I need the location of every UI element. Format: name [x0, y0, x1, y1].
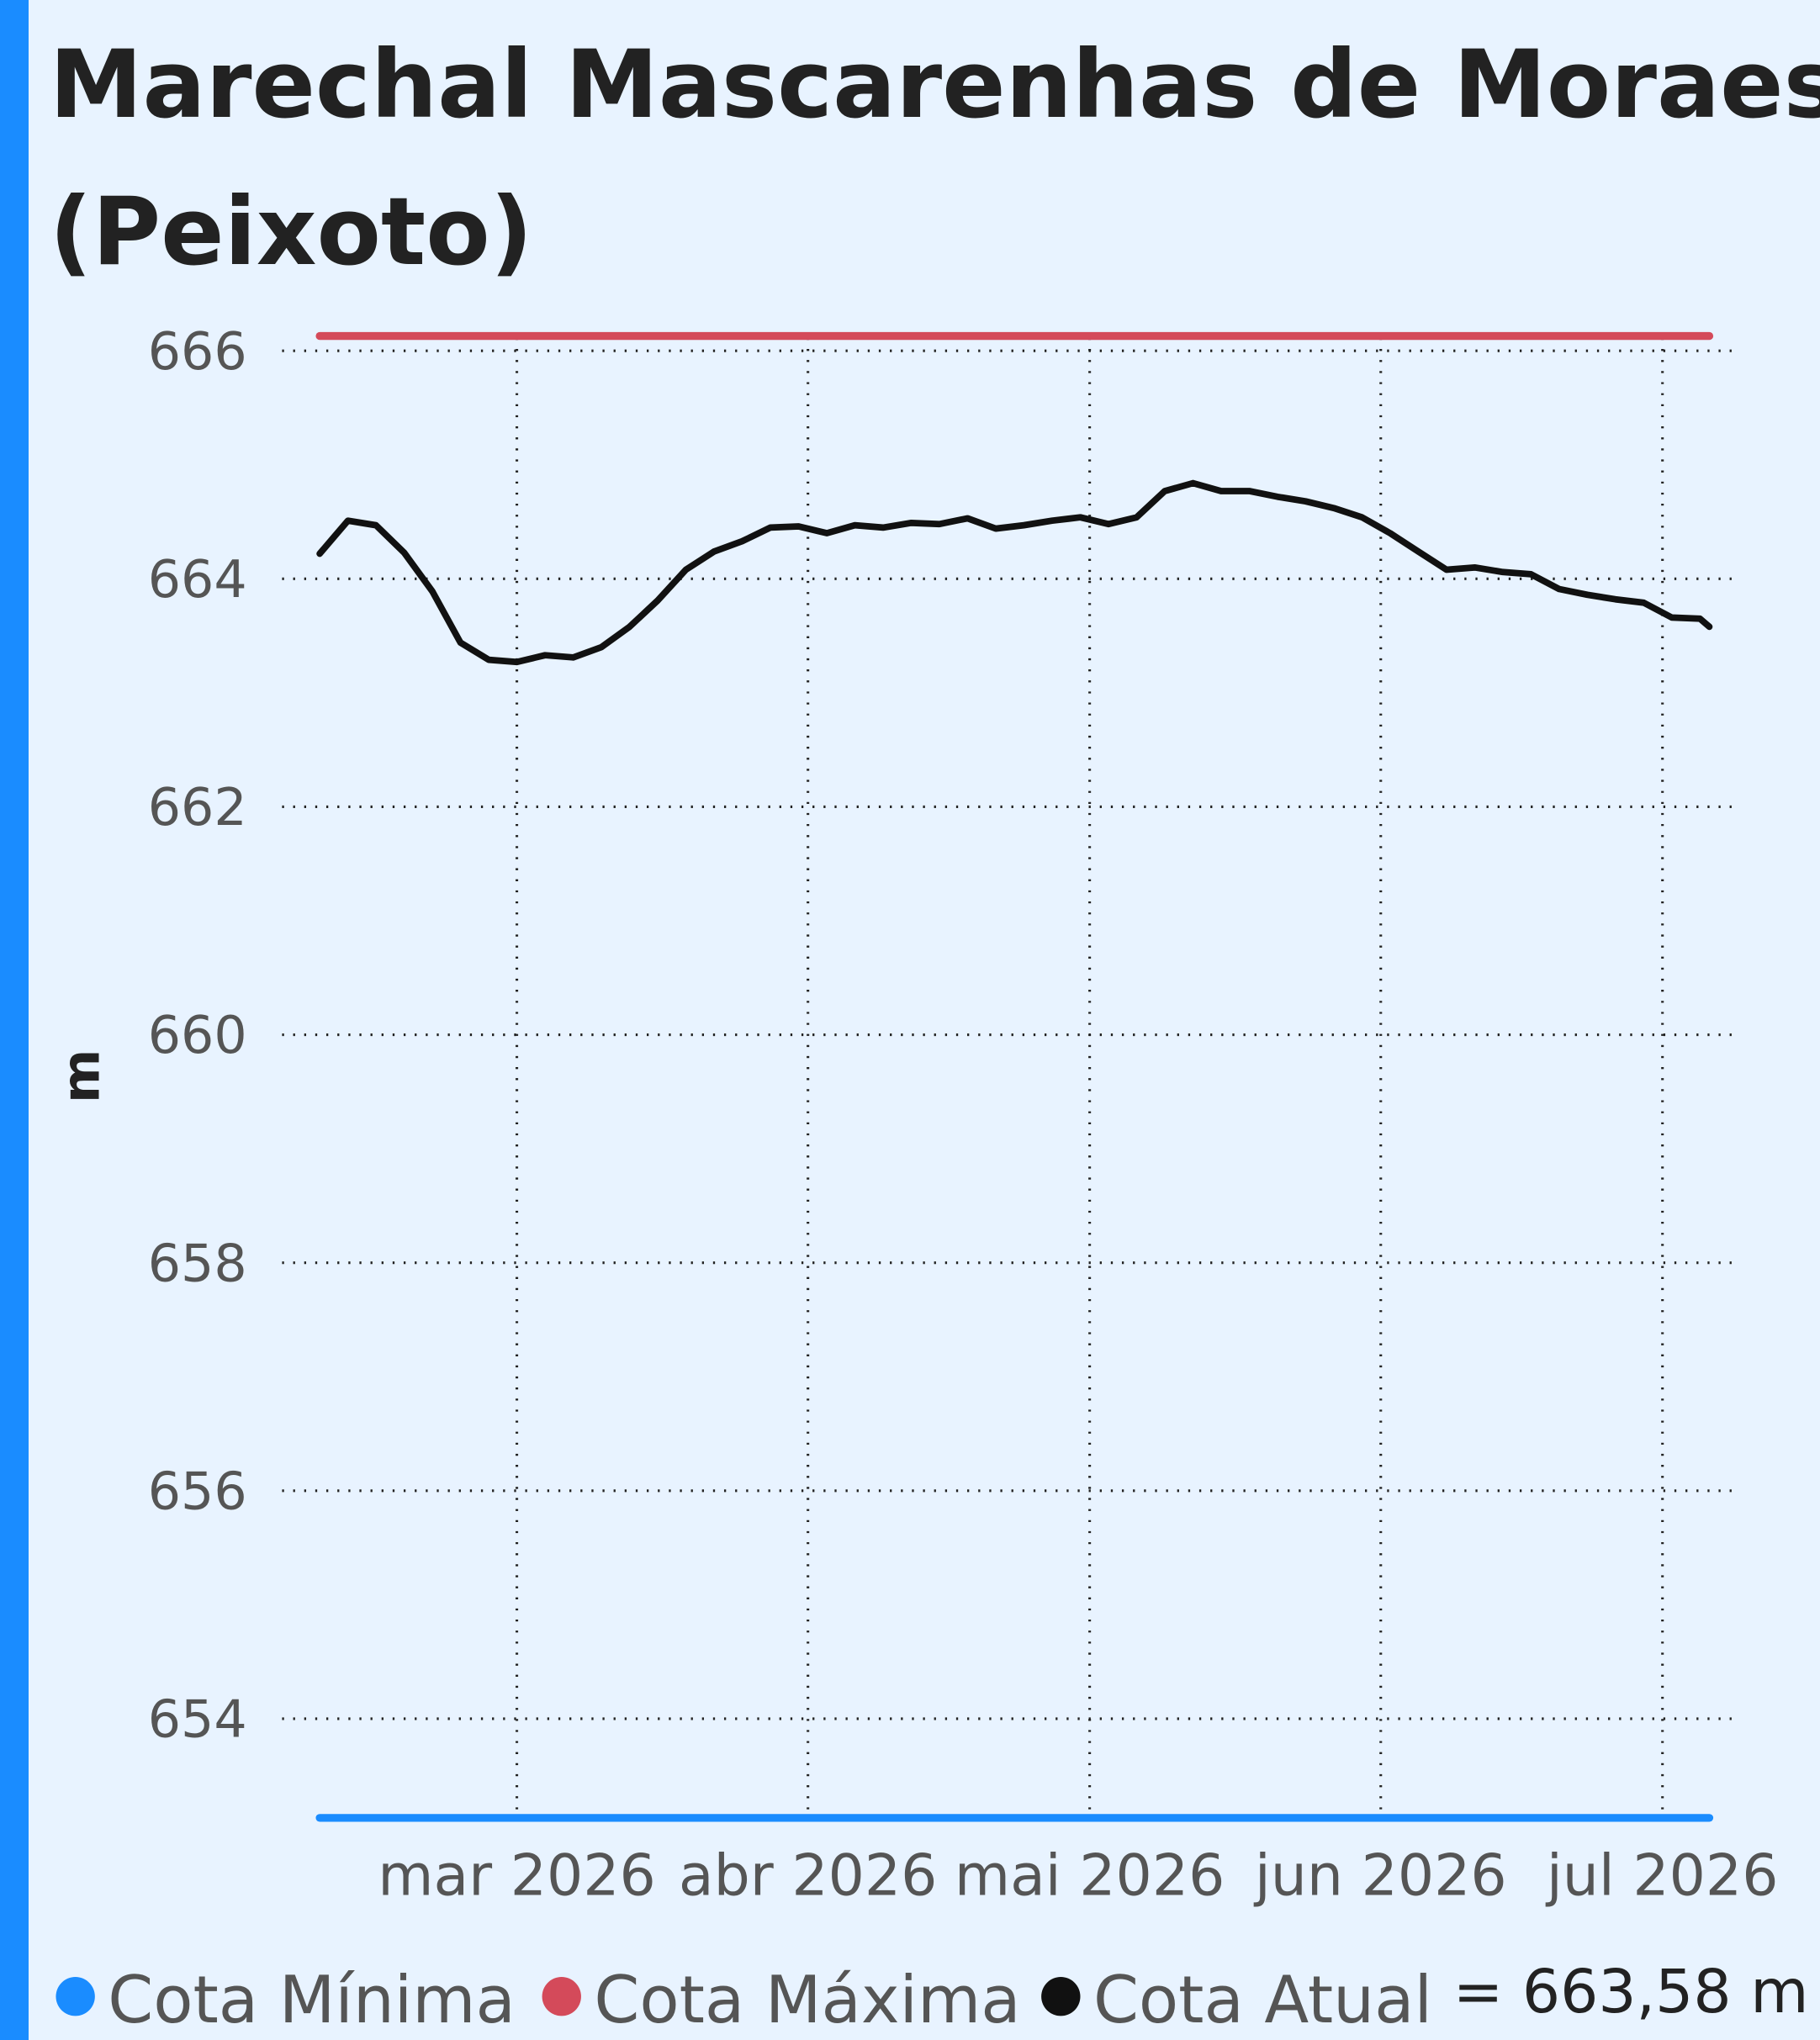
- y-tick-label: 658: [148, 1233, 247, 1293]
- y-tick-label: 662: [148, 777, 247, 838]
- y-tick-label: 664: [148, 549, 247, 610]
- side-accent: [0, 0, 29, 2040]
- x-tick-label: jul 2026: [1545, 1843, 1779, 1910]
- legend-label: Cota Atual: [1093, 1963, 1432, 2038]
- x-tick-label: jun 2026: [1253, 1843, 1507, 1910]
- x-tick-label: mai 2026: [955, 1843, 1225, 1910]
- legend-label: Cota Máxima: [594, 1963, 1020, 2038]
- legend-current-value: = 663,58 m: [1453, 1957, 1809, 2027]
- legend-marker: [542, 1977, 581, 2016]
- legend-marker: [1041, 1977, 1081, 2016]
- chart-title: (Peixoto): [50, 178, 533, 287]
- chart-title: Marechal Mascarenhas de Moraes: [50, 31, 1820, 140]
- y-tick-label: 656: [148, 1461, 247, 1521]
- y-axis-label: m: [50, 1049, 111, 1103]
- y-tick-label: 666: [148, 321, 247, 382]
- y-tick-label: 660: [148, 1005, 247, 1065]
- x-tick-label: mar 2026: [378, 1843, 656, 1910]
- x-tick-label: abr 2026: [679, 1843, 937, 1910]
- y-tick-label: 654: [148, 1689, 247, 1750]
- legend-label: Cota Mínima: [108, 1963, 516, 2038]
- legend-marker: [56, 1977, 95, 2016]
- series-line: [316, 479, 1713, 666]
